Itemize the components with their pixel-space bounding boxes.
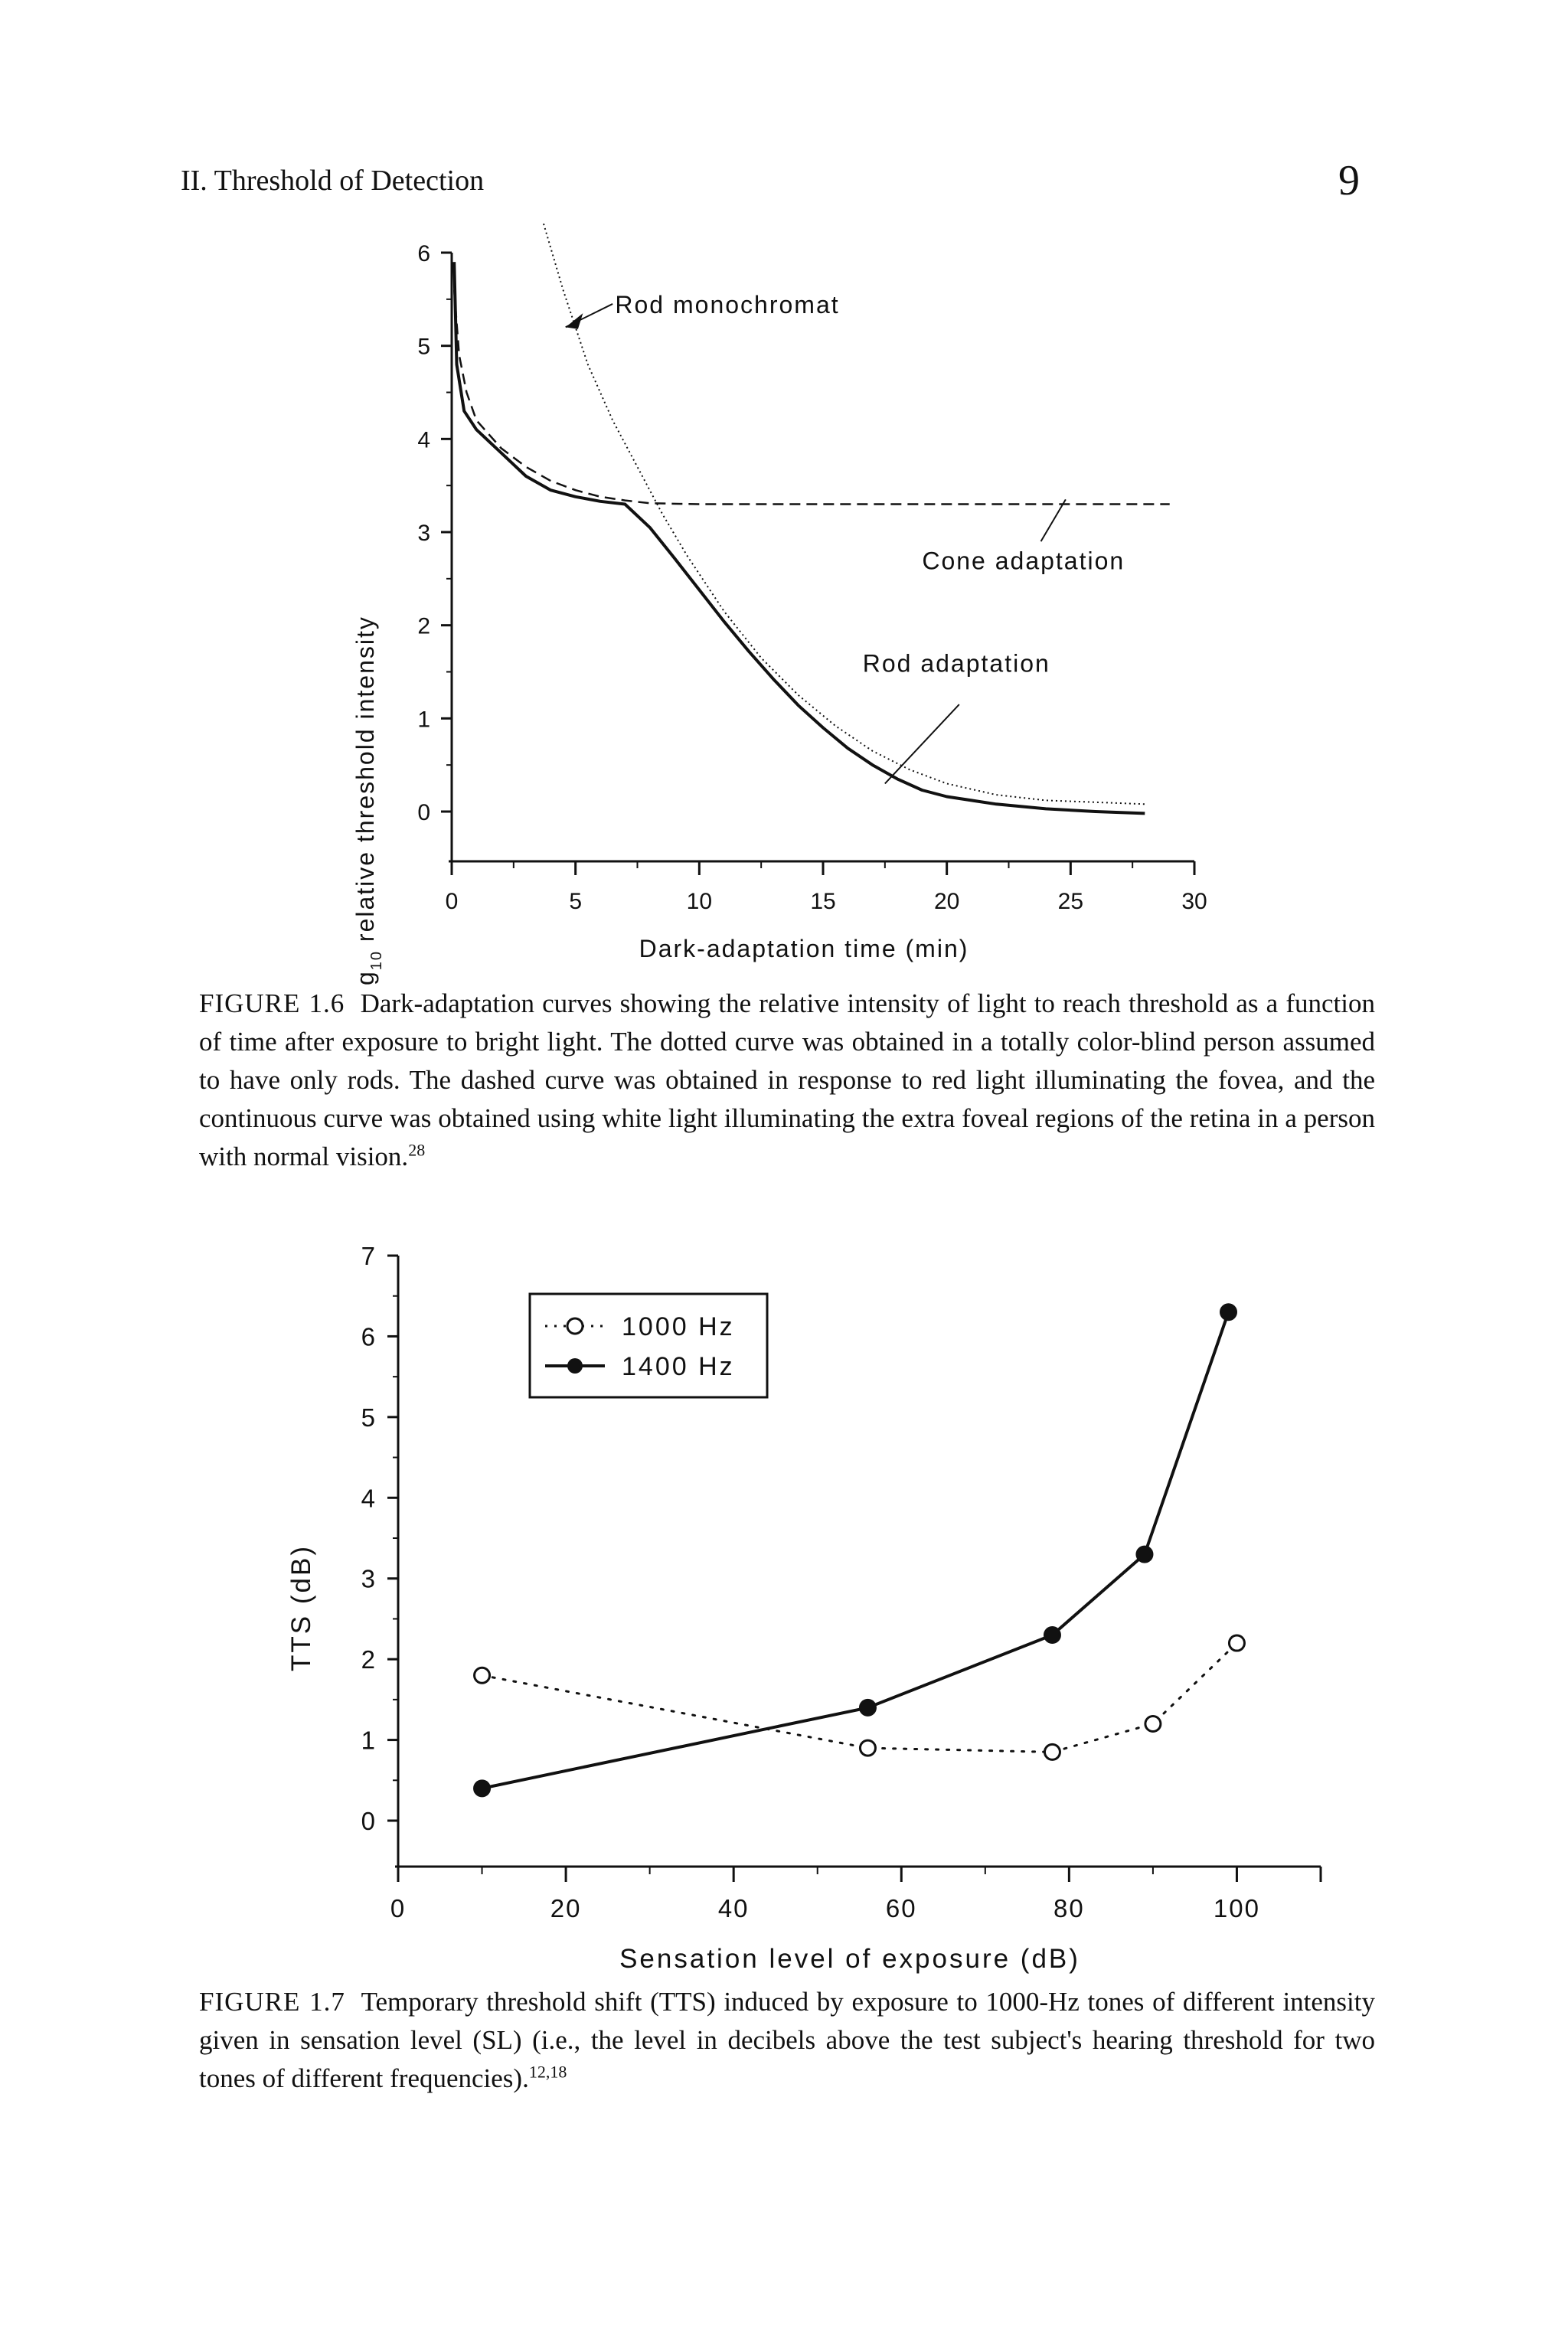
fig2-line-1000hz: [481, 1642, 1238, 1753]
annotation-rod-adaptation: Rod adaptation: [863, 650, 1050, 678]
fig2-x-tick-label: 20: [550, 1894, 582, 1922]
fig2-x-tick-label: 100: [1214, 1894, 1260, 1922]
fig2-x-tick-label: 60: [886, 1894, 917, 1922]
fig1-x-tick-label: 25: [1058, 889, 1083, 914]
fig2-point-1000hz: [1043, 1743, 1061, 1761]
fig2-point-1000hz: [473, 1666, 492, 1684]
fig1-x-tick-label: 20: [934, 889, 959, 914]
fig1-annotations: Rod monochromat Cone adaptation Rod adapta…: [565, 291, 1125, 785]
fig2-point-1400hz: [858, 1698, 877, 1717]
fig1-curve-dotted: [542, 222, 1145, 805]
legend-label-1400hz: 1400 Hz: [622, 1352, 735, 1381]
fig2-point-1400hz: [1220, 1303, 1237, 1321]
fig1-y-label-prefix: log: [351, 970, 379, 988]
fig2-y-tick-label: 7: [361, 1242, 375, 1270]
annotation-rod-monochromat: Rod monochromat: [615, 291, 839, 318]
fig1-y-tick-label: 2: [417, 614, 430, 639]
fig2-legend: 1000 Hz 1400 Hz: [528, 1292, 769, 1399]
fig2-point-1400hz: [1135, 1545, 1154, 1563]
fig1-y-label-subscript: 10: [368, 950, 385, 970]
fig2-point-1400hz: [1043, 1626, 1061, 1645]
legend-marker-1400hz: [567, 1358, 583, 1374]
leader-rod-adaptation: [884, 704, 960, 785]
fig2-point-1000hz: [858, 1739, 877, 1757]
fig2-y-axis-label: TTS (dB): [286, 1544, 316, 1671]
fig1-axes: 0 1 2 3 4 5 6 0 5 10 15 20 25 30: [417, 241, 1207, 914]
page-number: 9: [1338, 157, 1360, 204]
fig1-y-tick-label: 1: [417, 707, 430, 732]
figure-1-7-caption: FIGURE 1.7 Temporary threshold shift (TT…: [199, 1983, 1375, 2098]
running-head: II. Threshold of Detection: [181, 165, 485, 197]
legend-marker-1000hz: [566, 1317, 584, 1335]
figure-1-7-reference: 12,18: [528, 2062, 567, 2082]
fig1-y-tick-label: 4: [417, 427, 430, 452]
fig2-x-tick-label: 40: [718, 1894, 750, 1922]
fig2-y-tick-label: 4: [361, 1484, 375, 1512]
fig1-curve-dashed: [452, 289, 1170, 505]
fig2-axes: 0 1 2 3 4 5 6 7 0 20 40 60 80 100: [361, 1242, 1322, 1922]
figure-1-7-label: FIGURE 1.7: [199, 1987, 345, 2017]
figure-1-7-chart: 0 1 2 3 4 5 6 7 0 20 40 60 80 100 1000 Hz 1400 Hz Sen…: [286, 1242, 1322, 1974]
fig1-x-tick-label: 15: [810, 889, 835, 914]
legend-label-1000hz: 1000 Hz: [622, 1312, 735, 1341]
figure-1-6-caption-text: Dark-adaptation curves showing the relat…: [199, 988, 1375, 1171]
fig2-y-tick-label: 5: [361, 1403, 375, 1432]
fig2-x-axis-label: Sensation level of exposure (dB): [619, 1944, 1080, 1974]
fig1-x-tick-label: 0: [446, 889, 459, 914]
fig1-x-tick-label: 5: [569, 889, 582, 914]
fig2-line-1400hz: [480, 1310, 1230, 1790]
fig2-x-tick-label: 0: [390, 1894, 406, 1922]
fig2-y-tick-label: 6: [361, 1322, 375, 1351]
annotation-cone-adaptation: Cone adaptation: [922, 547, 1125, 575]
fig2-series: [473, 1303, 1246, 1798]
fig2-y-tick-label: 3: [361, 1565, 375, 1593]
figure-1-6-label: FIGURE 1.6: [199, 988, 345, 1018]
figure-1-7-caption-text: Temporary threshold shift (TTS) induced …: [199, 1987, 1375, 2093]
fig1-x-tick-label: 10: [687, 889, 712, 914]
fig1-y-tick-label: 3: [417, 521, 430, 546]
fig2-point-1400hz: [473, 1779, 492, 1798]
leader-cone-adaptation: [1040, 498, 1067, 542]
fig1-y-axis-label: log10 relative threshold intensity: [351, 616, 385, 988]
fig1-x-axis-label: Dark-adaptation time (min): [639, 935, 969, 962]
arrowhead-rod-monochromat: [565, 313, 583, 329]
fig1-curves: [452, 222, 1170, 815]
fig2-point-1000hz: [1227, 1634, 1246, 1652]
fig2-y-tick-label: 0: [361, 1807, 375, 1835]
fig2-x-tick-label: 80: [1054, 1894, 1085, 1922]
figure-1-6-caption: FIGURE 1.6 Dark-adaptation curves showin…: [199, 985, 1375, 1176]
fig2-point-1000hz: [1144, 1714, 1162, 1733]
fig1-y-tick-label: 6: [417, 241, 430, 266]
figure-1-6-reference: 28: [408, 1140, 426, 1160]
fig1-x-tick-label: 30: [1181, 889, 1207, 914]
fig2-y-tick-label: 1: [361, 1726, 375, 1755]
fig2-y-tick-label: 2: [361, 1645, 375, 1674]
figure-1-6-chart: 0 1 2 3 4 5 6 0 5 10 15 20 25 30 Rod monochromat Cone …: [351, 222, 1207, 988]
fig1-y-label-suffix: relative threshold intensity: [351, 616, 379, 950]
fig1-y-tick-label: 0: [417, 800, 430, 825]
fig1-y-tick-label: 5: [417, 335, 430, 360]
fig1-curve-solid: [452, 262, 1145, 815]
fig2-legend-box: [528, 1292, 769, 1399]
